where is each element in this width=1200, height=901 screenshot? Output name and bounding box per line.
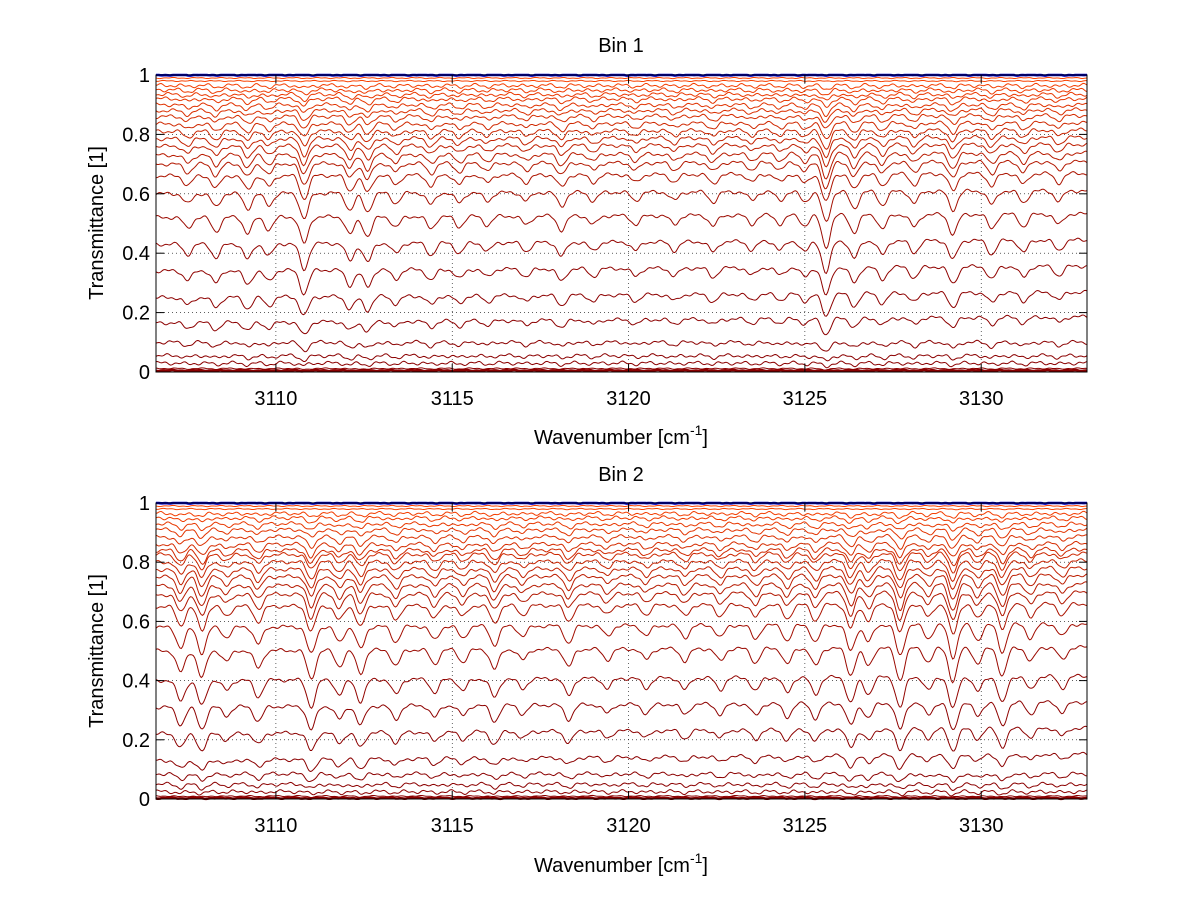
series-line [155,645,1088,684]
series-line [155,751,1088,772]
series-line [155,789,1088,797]
series-line [155,76,1088,80]
y-tick-label: 0.2 [122,730,150,752]
series-line [155,142,1088,168]
series-line [155,673,1088,710]
series-line [155,601,1088,635]
series-line [155,510,1088,519]
x-tick-label: 3115 [431,815,474,837]
ticks: 3110 3115 3120 3125 3130 0 0.2 0.4 0.6 0.8 1 [122,65,1087,410]
series-line [155,314,1088,336]
x-axis-label-superscript: -1 [690,422,703,438]
series-line [155,91,1088,103]
series-line [155,107,1088,124]
series-line [155,79,1088,83]
series-line [155,171,1088,201]
y-tick-label: 0.6 [122,184,150,206]
series-line [155,134,1088,159]
series-line [155,558,1088,583]
series-line [155,590,1088,622]
y-tick-label: 0.4 [122,671,150,693]
series-line [155,120,1088,140]
series-line [155,127,1088,150]
series-line [155,515,1088,525]
series-line [155,82,1088,90]
series-line [155,353,1088,363]
y-tick-label: 0.4 [122,243,150,265]
series-line [155,339,1088,353]
y-tick-label: 0.2 [122,303,150,325]
x-tick-label: 3130 [959,815,1004,837]
x-tick-label: 3125 [783,388,828,410]
x-axis-label-close: ] [702,427,708,449]
series-line [155,533,1088,550]
series-line [155,565,1088,590]
grid [156,74,1087,373]
x-tick-label: 3115 [431,388,474,410]
series-line [155,237,1088,275]
y-tick-label: 1 [139,493,150,515]
series-line [155,527,1088,541]
y-tick-label: 1 [139,65,150,87]
series-line [155,360,1088,369]
series-line [155,264,1088,296]
y-tick-label: 0.6 [122,611,150,633]
series-line [155,546,1088,567]
series-line [155,622,1088,660]
axes-frame [155,502,1088,800]
y-axis-label: Transmittance [1] [86,146,108,300]
series-line [155,551,1088,574]
x-axis-label-main: Wavenumber [cm [534,427,690,449]
y-axis-label: Transmittance [1] [86,574,108,728]
series-line [155,367,1088,371]
x-tick-label: 3110 [254,815,297,837]
series-line [155,102,1088,118]
y-tick-label: 0 [139,789,150,811]
y-tick-label: 0.8 [122,124,150,146]
series-line [155,507,1088,511]
x-tick-label: 3120 [606,815,651,837]
y-tick-label: 0.8 [122,552,150,574]
series-line [155,581,1088,612]
series-line [155,113,1088,129]
series-line [155,504,1088,508]
series-line [155,540,1088,559]
chart-panel-bin-2: 3110 3115 3120 3125 3130 0 0.2 0.4 0.6 0.8 1 Bin 2… [86,464,1088,877]
series-line [155,368,1088,373]
chart-panel-bin-1: 3110 3115 3120 3125 3130 0 0.2 0.4 0.6 0.8 1 Bin 1… [86,35,1088,449]
chart-title: Bin 1 [598,35,644,57]
chart-title: Bin 2 [598,464,644,486]
x-tick-label: 3110 [254,388,297,410]
series-line [155,725,1088,752]
x-tick-label: 3130 [959,388,1004,410]
x-axis-label: Wavenumber [cm-1] [534,850,708,877]
plot-area [156,503,1087,799]
series-line [155,289,1088,317]
x-tick-label: 3120 [606,388,651,410]
x-tick-label: 3125 [783,815,828,837]
axes-frame [155,74,1088,373]
series-line [155,573,1088,600]
series-line [155,87,1088,96]
series-line [155,771,1088,783]
series-line [155,188,1088,223]
series-line [155,521,1088,532]
x-axis-label: Wavenumber [cm-1] [534,422,708,449]
series-line [155,150,1088,180]
x-axis-label-main: Wavenumber [cm [534,855,690,877]
series-line [155,211,1088,250]
x-axis-label-superscript: -1 [690,850,703,866]
series-line [155,96,1088,108]
x-axis-label-close: ] [702,855,708,877]
ticks: 3110 3115 3120 3125 3130 0 0.2 0.4 0.6 0.8 1 [122,493,1087,837]
series-line [155,700,1088,731]
series-line [155,781,1088,792]
series-line [155,159,1088,190]
y-tick-label: 0 [139,362,150,384]
